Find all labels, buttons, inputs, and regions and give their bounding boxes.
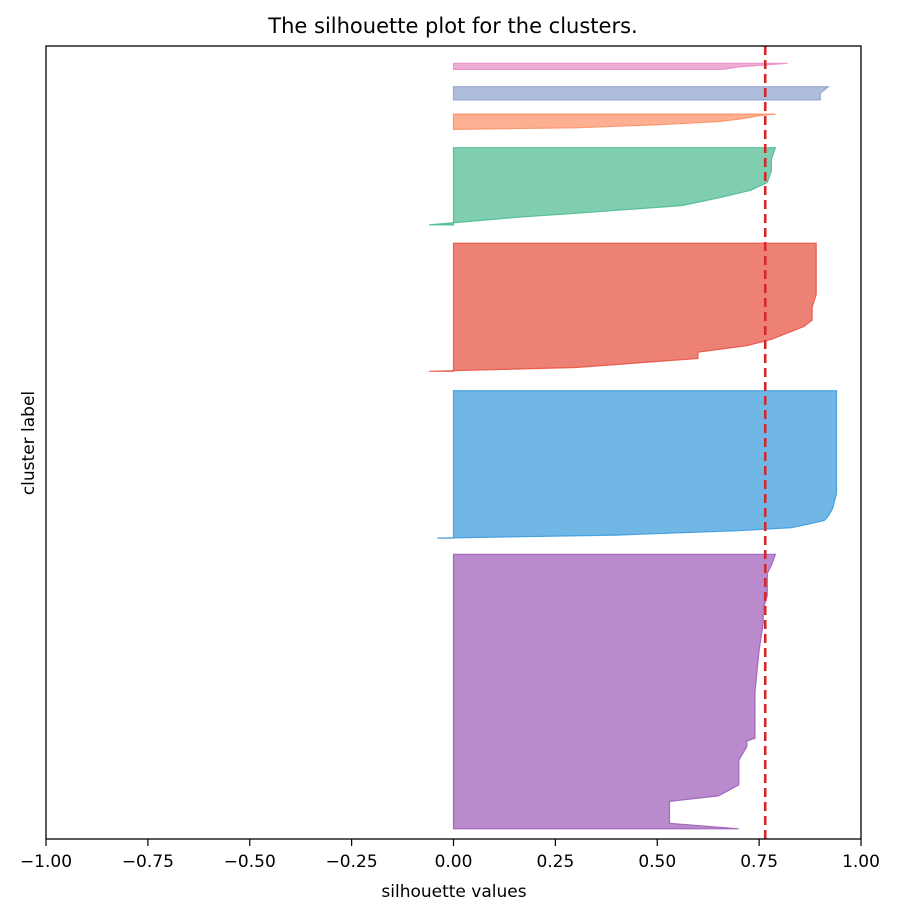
x-axis-ticks: −1.00 −0.75 −0.50 −0.25 0.00 0.25 0.50 0.75 1.00 [20,839,880,872]
plot-frame [45,45,862,840]
x-tick-label: −0.50 [224,852,276,872]
cluster-silhouette-area [452,86,831,101]
x-tick-label: 0.75 [740,852,778,872]
x-tick-label: 0.25 [536,852,574,872]
x-tick-label: 0.00 [435,852,473,872]
x-tick-label: −1.00 [20,852,72,872]
cluster-silhouette-area [452,553,777,830]
chart-title: The silhouette plot for the clusters. [267,14,637,38]
cluster-silhouette-area [452,62,788,70]
x-tick-label: 1.00 [842,852,880,872]
x-tick-label: −0.75 [122,852,174,872]
x-axis-label: silhouette values [381,882,526,902]
cluster-silhouette-area [452,113,776,131]
x-tick-label: −0.25 [326,852,378,872]
x-tick-label: 0.50 [638,852,676,872]
cluster-silhouette-area [437,390,838,539]
cluster-silhouette-area [428,242,817,372]
cluster-areas [428,62,838,830]
cluster-silhouette-area [428,147,777,226]
y-axis-label: cluster label [19,391,39,495]
